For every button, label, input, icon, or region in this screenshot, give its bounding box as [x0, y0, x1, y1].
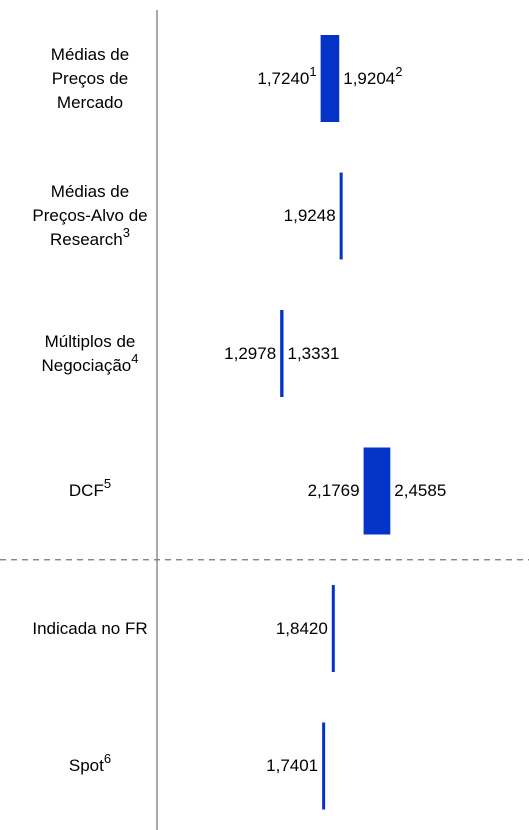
value-label: 1,7401	[266, 756, 318, 776]
high-label: 2,4585	[394, 481, 447, 500]
category-label: DCF5	[10, 438, 170, 545]
footnote-marker: 6	[103, 751, 112, 766]
low-label: 1,7401	[266, 756, 319, 775]
range-bar	[363, 447, 391, 535]
footnote-marker: 2	[395, 63, 403, 79]
category-text: Spot6	[25, 751, 155, 778]
category-text: Indicada no FR	[25, 617, 155, 641]
footnote-marker: 5	[103, 476, 112, 491]
category-label: Spot6	[10, 713, 170, 820]
value-label: 1,2978	[224, 344, 276, 364]
category-label: Indicada no FR	[10, 575, 170, 682]
value-label: 1,92042	[343, 65, 402, 89]
range-bar	[331, 585, 335, 672]
range-bar	[339, 172, 343, 260]
value-label: 1,8420	[276, 619, 328, 639]
category-text: Médias de Preços-Alvo de Research3	[25, 180, 155, 252]
low-label: 1,2978	[224, 343, 277, 363]
high-label: 1,3331	[287, 343, 340, 363]
value-label: 2,4585	[394, 481, 446, 501]
low-label: 2,1769	[307, 481, 360, 500]
range-bar	[320, 35, 340, 122]
footnote-marker: 4	[131, 350, 139, 366]
category-name: Médias de Preços de Mercado	[50, 44, 130, 112]
category-label: Médias de Preços de Mercado	[10, 25, 170, 132]
footnote-marker: 3	[122, 225, 130, 240]
category-text: Múltiplos de Negociação4	[25, 330, 155, 378]
low-label: 1,9248	[283, 206, 336, 225]
category-name: DCF	[68, 481, 104, 500]
range-bar	[322, 722, 326, 810]
high-label: 1,9204	[343, 68, 396, 88]
value-label: 2,1769	[308, 481, 360, 501]
category-name: Spot	[68, 756, 104, 775]
value-label: 1,72401	[257, 65, 316, 89]
low-label: 1,8420	[275, 618, 328, 638]
value-label: 1,3331	[288, 344, 340, 364]
category-text: DCF5	[25, 476, 155, 503]
range-bar	[280, 310, 284, 397]
low-label: 1,7240	[257, 68, 310, 88]
category-text: Médias de Preços de Mercado	[25, 43, 155, 115]
value-label: 1,9248	[284, 206, 336, 226]
footnote-marker: 1	[309, 63, 317, 79]
category-name: Indicada no FR	[32, 618, 148, 638]
category-label: Múltiplos de Negociação4	[10, 300, 170, 407]
category-name: Médias de Preços-Alvo de Research	[32, 182, 148, 249]
category-name: Múltiplos de Negociação	[41, 331, 136, 375]
category-label: Médias de Preços-Alvo de Research3	[10, 163, 170, 270]
